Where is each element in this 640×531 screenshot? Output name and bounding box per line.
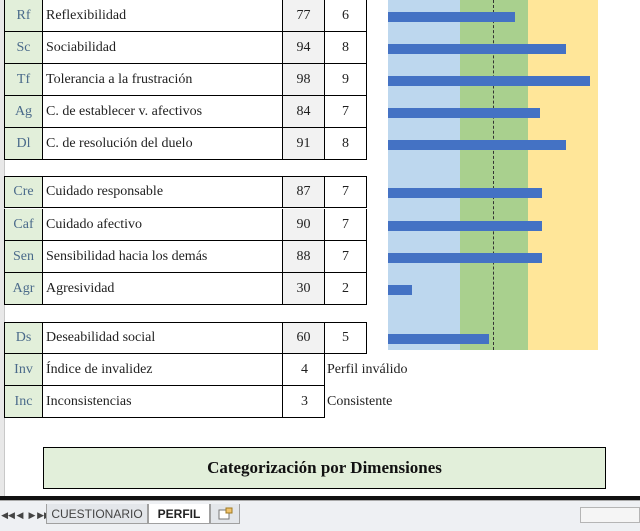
scale-code[interactable]: Dl [4, 128, 43, 160]
section-title: Categorización por Dimensiones [43, 447, 606, 489]
profile-bar [388, 76, 590, 86]
scale-code[interactable]: Tf [4, 64, 43, 96]
typed-score[interactable]: 7 [325, 209, 367, 241]
scale-name[interactable]: C. de resolución del duelo [43, 128, 283, 160]
raw-score[interactable]: 60 [283, 322, 325, 354]
profile-bar [388, 221, 542, 231]
raw-score[interactable]: 77 [283, 0, 325, 32]
typed-score[interactable]: 5 [325, 322, 367, 354]
scale-code[interactable]: Rf [4, 0, 43, 32]
typed-score[interactable]: 7 [325, 176, 367, 208]
raw-score[interactable]: 88 [283, 241, 325, 273]
raw-score[interactable]: 3 [283, 386, 325, 418]
raw-score[interactable]: 91 [283, 128, 325, 160]
band-high [528, 0, 598, 350]
raw-score[interactable]: 87 [283, 176, 325, 208]
divider [0, 496, 640, 500]
consistency-status[interactable]: Consistente [327, 394, 393, 409]
prev-sheet-icon[interactable]: ◀ [16, 509, 24, 520]
scale-code[interactable]: Ds [4, 322, 43, 354]
typed-score[interactable]: 9 [325, 64, 367, 96]
scale-code[interactable]: Cre [4, 176, 43, 208]
horizontal-scrollbar[interactable] [580, 507, 640, 523]
scale-name[interactable]: Tolerancia a la frustración [43, 64, 283, 96]
last-sheet-icon[interactable]: ▶▶ [37, 509, 51, 520]
new-sheet-icon [218, 507, 233, 519]
scale-name[interactable]: Índice de invalidez [43, 354, 283, 386]
typed-score[interactable]: 7 [325, 241, 367, 273]
scale-name[interactable]: Agresividad [43, 273, 283, 305]
profile-bar [388, 44, 566, 54]
scale-name[interactable]: Deseabilidad social [43, 322, 283, 354]
sheet-tab-bar: ◀◀ ◀ ▶ ▶▶ CUESTIONARIO PERFIL [0, 500, 640, 531]
scale-code[interactable]: Inv [4, 354, 43, 386]
scale-code[interactable]: Caf [4, 209, 43, 241]
typed-score[interactable]: 8 [325, 128, 367, 160]
validity-status[interactable]: Perfil inválido [327, 362, 408, 377]
typed-score[interactable]: 7 [325, 96, 367, 128]
scale-name[interactable]: Sociabilidad [43, 32, 283, 64]
profile-bar [388, 285, 412, 295]
band-mid [460, 0, 528, 350]
raw-score[interactable]: 98 [283, 64, 325, 96]
spreadsheet-area: Rf Reflexibilidad 77 6 Sc Sociabilidad 9… [0, 0, 640, 500]
scale-code[interactable]: Sc [4, 32, 43, 64]
mean-dashed-line [493, 0, 494, 350]
scale-code[interactable]: Inc [4, 386, 43, 418]
scale-name[interactable]: Cuidado afectivo [43, 209, 283, 241]
tab-cuestionario[interactable]: CUESTIONARIO [46, 504, 148, 524]
raw-score[interactable]: 90 [283, 209, 325, 241]
raw-score[interactable]: 4 [283, 354, 325, 386]
scale-name[interactable]: C. de establecer v. afectivos [43, 96, 283, 128]
scale-name[interactable]: Inconsistencias [43, 386, 283, 418]
scale-code[interactable]: Ag [4, 96, 43, 128]
profile-bar-chart [388, 0, 598, 350]
next-sheet-icon[interactable]: ▶ [28, 509, 36, 520]
raw-score[interactable]: 94 [283, 32, 325, 64]
raw-score[interactable]: 84 [283, 96, 325, 128]
raw-score[interactable]: 30 [283, 273, 325, 305]
profile-bar [388, 108, 540, 118]
profile-bar [388, 253, 542, 263]
scale-name[interactable]: Reflexibilidad [43, 0, 283, 32]
profile-bar [388, 140, 566, 150]
scale-code[interactable]: Sen [4, 241, 43, 273]
insert-sheet-icon[interactable] [210, 504, 240, 524]
profile-bar [388, 188, 542, 198]
typed-score[interactable]: 2 [325, 273, 367, 305]
first-sheet-icon[interactable]: ◀◀ [1, 509, 15, 520]
scale-code[interactable]: Agr [4, 273, 43, 305]
typed-score[interactable]: 8 [325, 32, 367, 64]
profile-bar [388, 334, 489, 344]
profile-bar [388, 12, 515, 22]
typed-score[interactable]: 6 [325, 0, 367, 32]
tab-perfil[interactable]: PERFIL [148, 504, 210, 524]
scale-name[interactable]: Cuidado responsable [43, 176, 283, 208]
scale-name[interactable]: Sensibilidad hacia los demás [43, 241, 283, 273]
